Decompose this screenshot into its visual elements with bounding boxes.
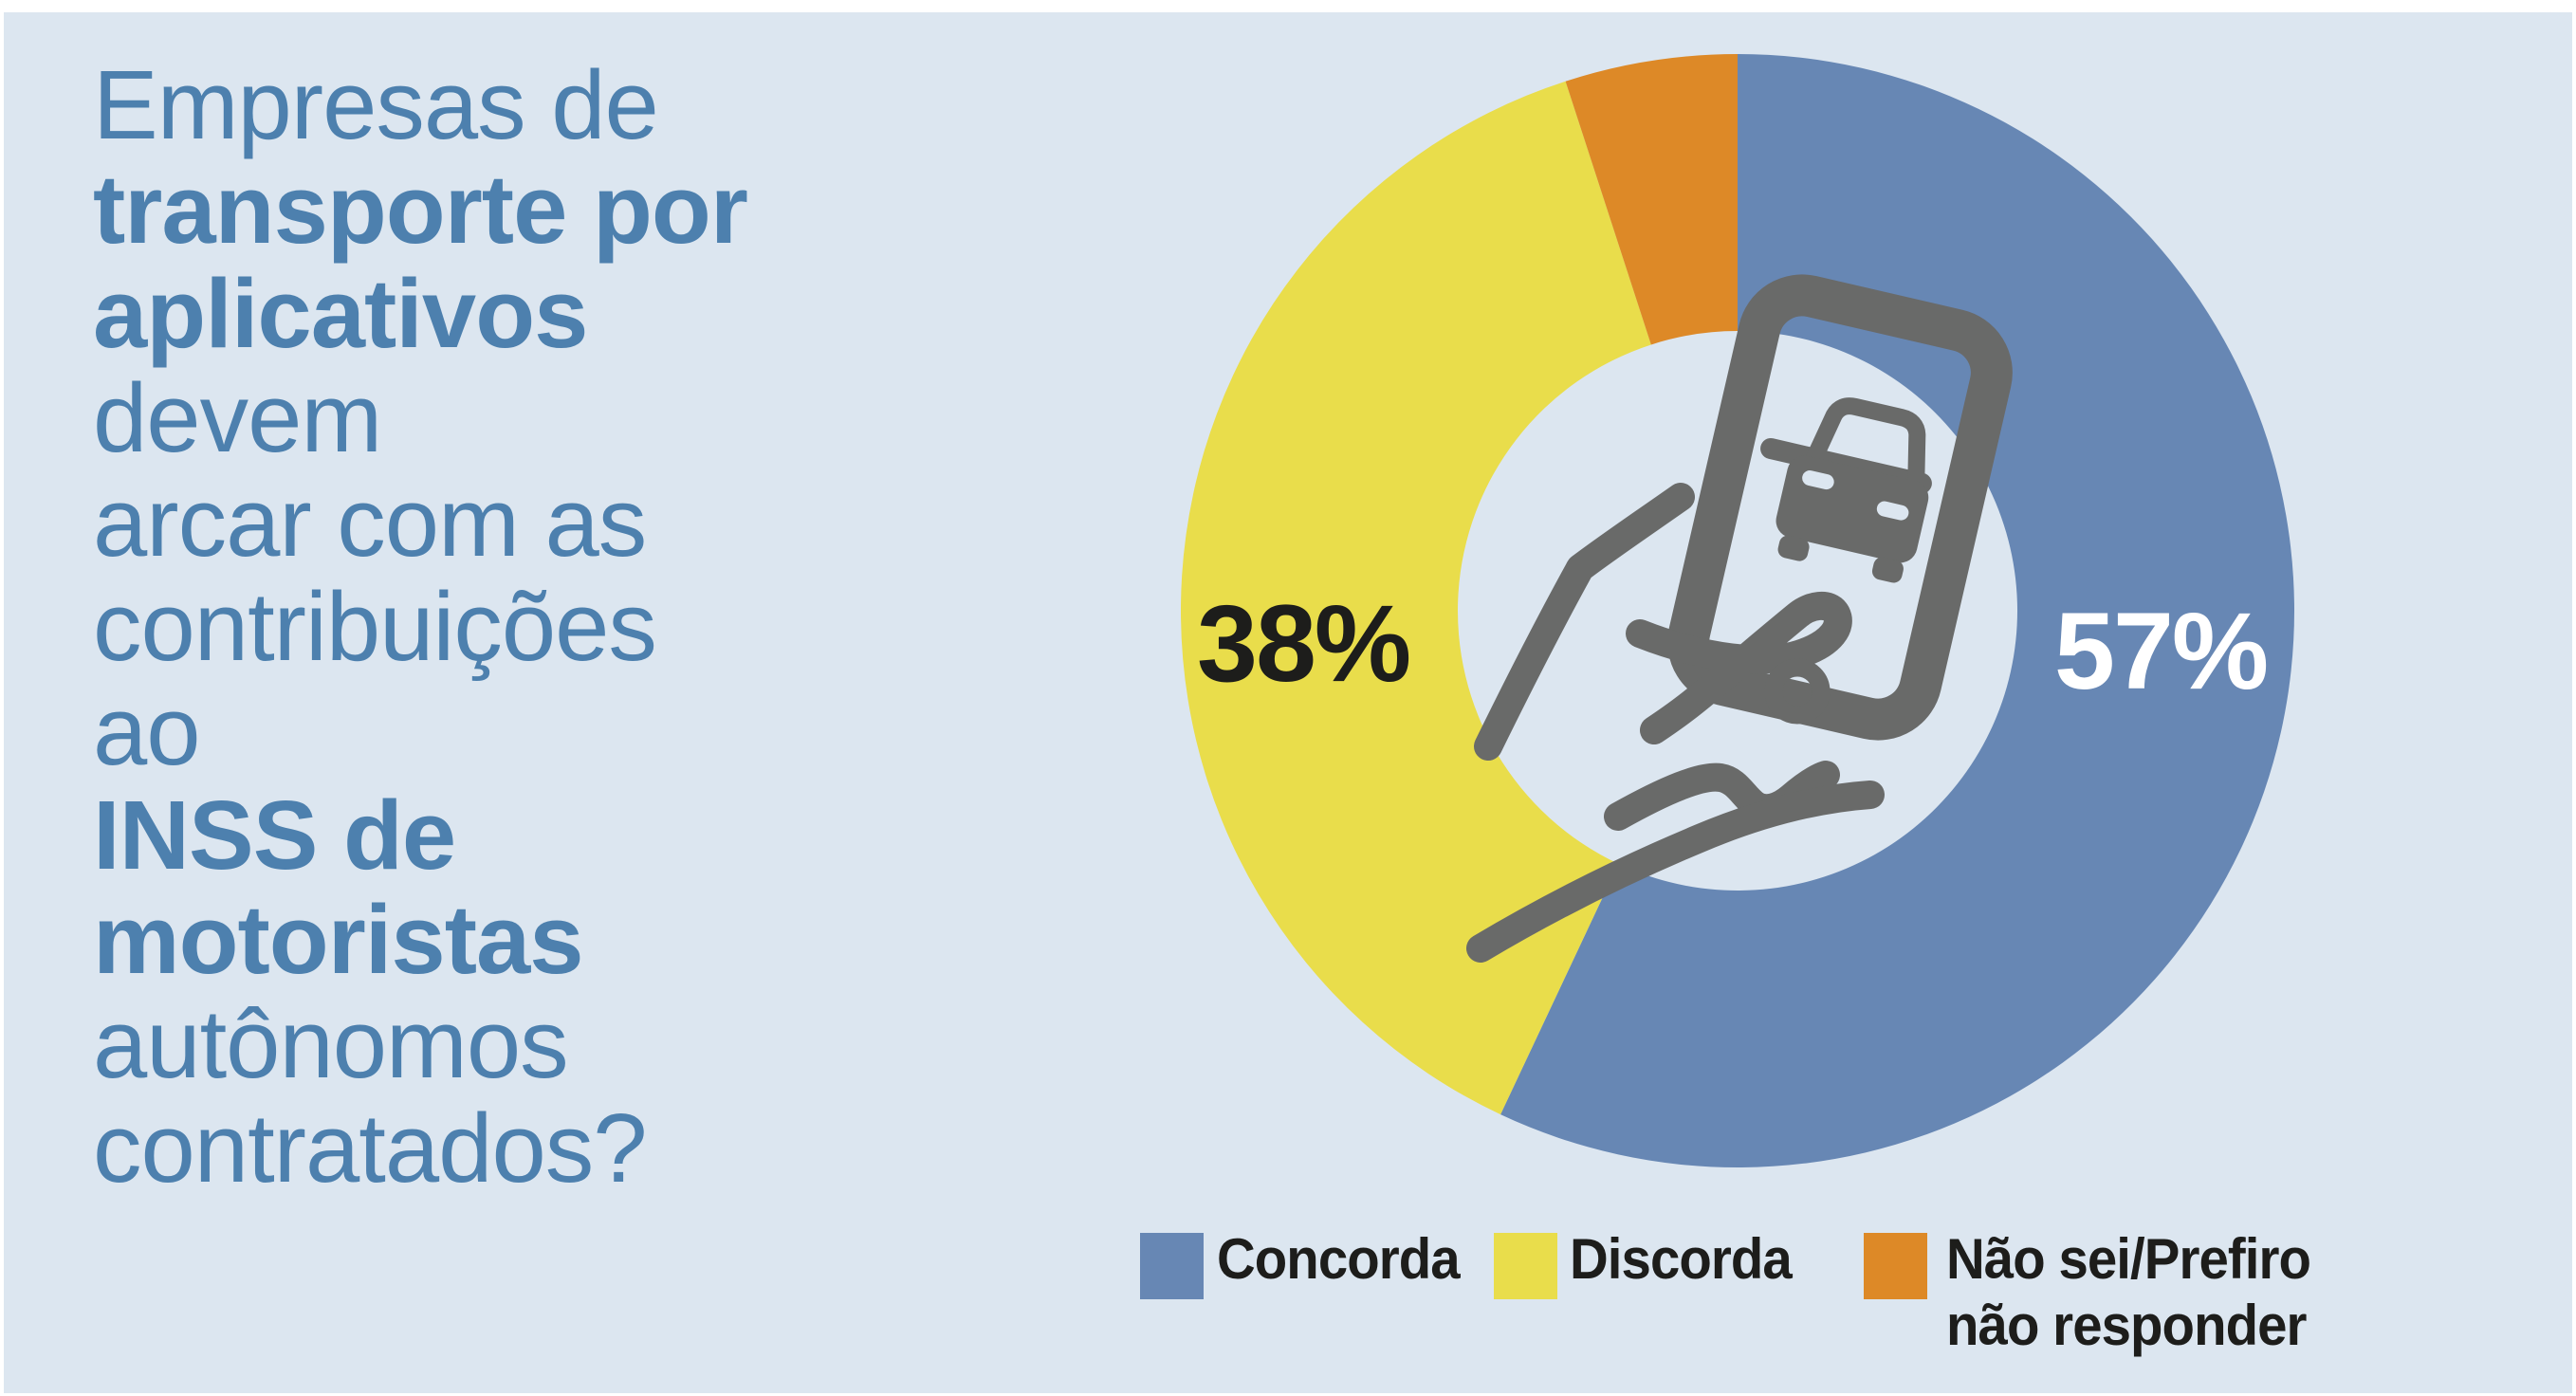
- legend-swatch-nao-sei: [1864, 1233, 1927, 1299]
- chart-question-title: Empresas de transporte por aplicativos dev…: [93, 50, 748, 1203]
- legend-label-nao-sei: Não sei/Prefiro não responder: [1946, 1227, 2311, 1357]
- slice-concorda: [1500, 54, 2295, 1167]
- slice-discorda: [1181, 81, 1651, 1115]
- legend-label-concorda: Concorda: [1217, 1227, 1461, 1291]
- hand-icon: [1466, 483, 1885, 963]
- slice-nao-sei: [1565, 54, 1738, 345]
- phone-icon: [1667, 274, 2013, 741]
- discorda-percentage-label: 38%: [1197, 583, 1411, 705]
- donut-slices: [1181, 54, 2295, 1167]
- legend-label-discorda: Discorda: [1570, 1227, 1793, 1291]
- hand-holding-smartphone-with-car-icon: [1466, 274, 2013, 963]
- legend-swatch-discorda: [1494, 1233, 1557, 1299]
- concorda-percentage-label: 57%: [2054, 591, 2269, 712]
- car-icon: [1760, 397, 1932, 583]
- legend-swatch-concorda: [1140, 1233, 1204, 1299]
- phone-outline: [1667, 274, 2013, 741]
